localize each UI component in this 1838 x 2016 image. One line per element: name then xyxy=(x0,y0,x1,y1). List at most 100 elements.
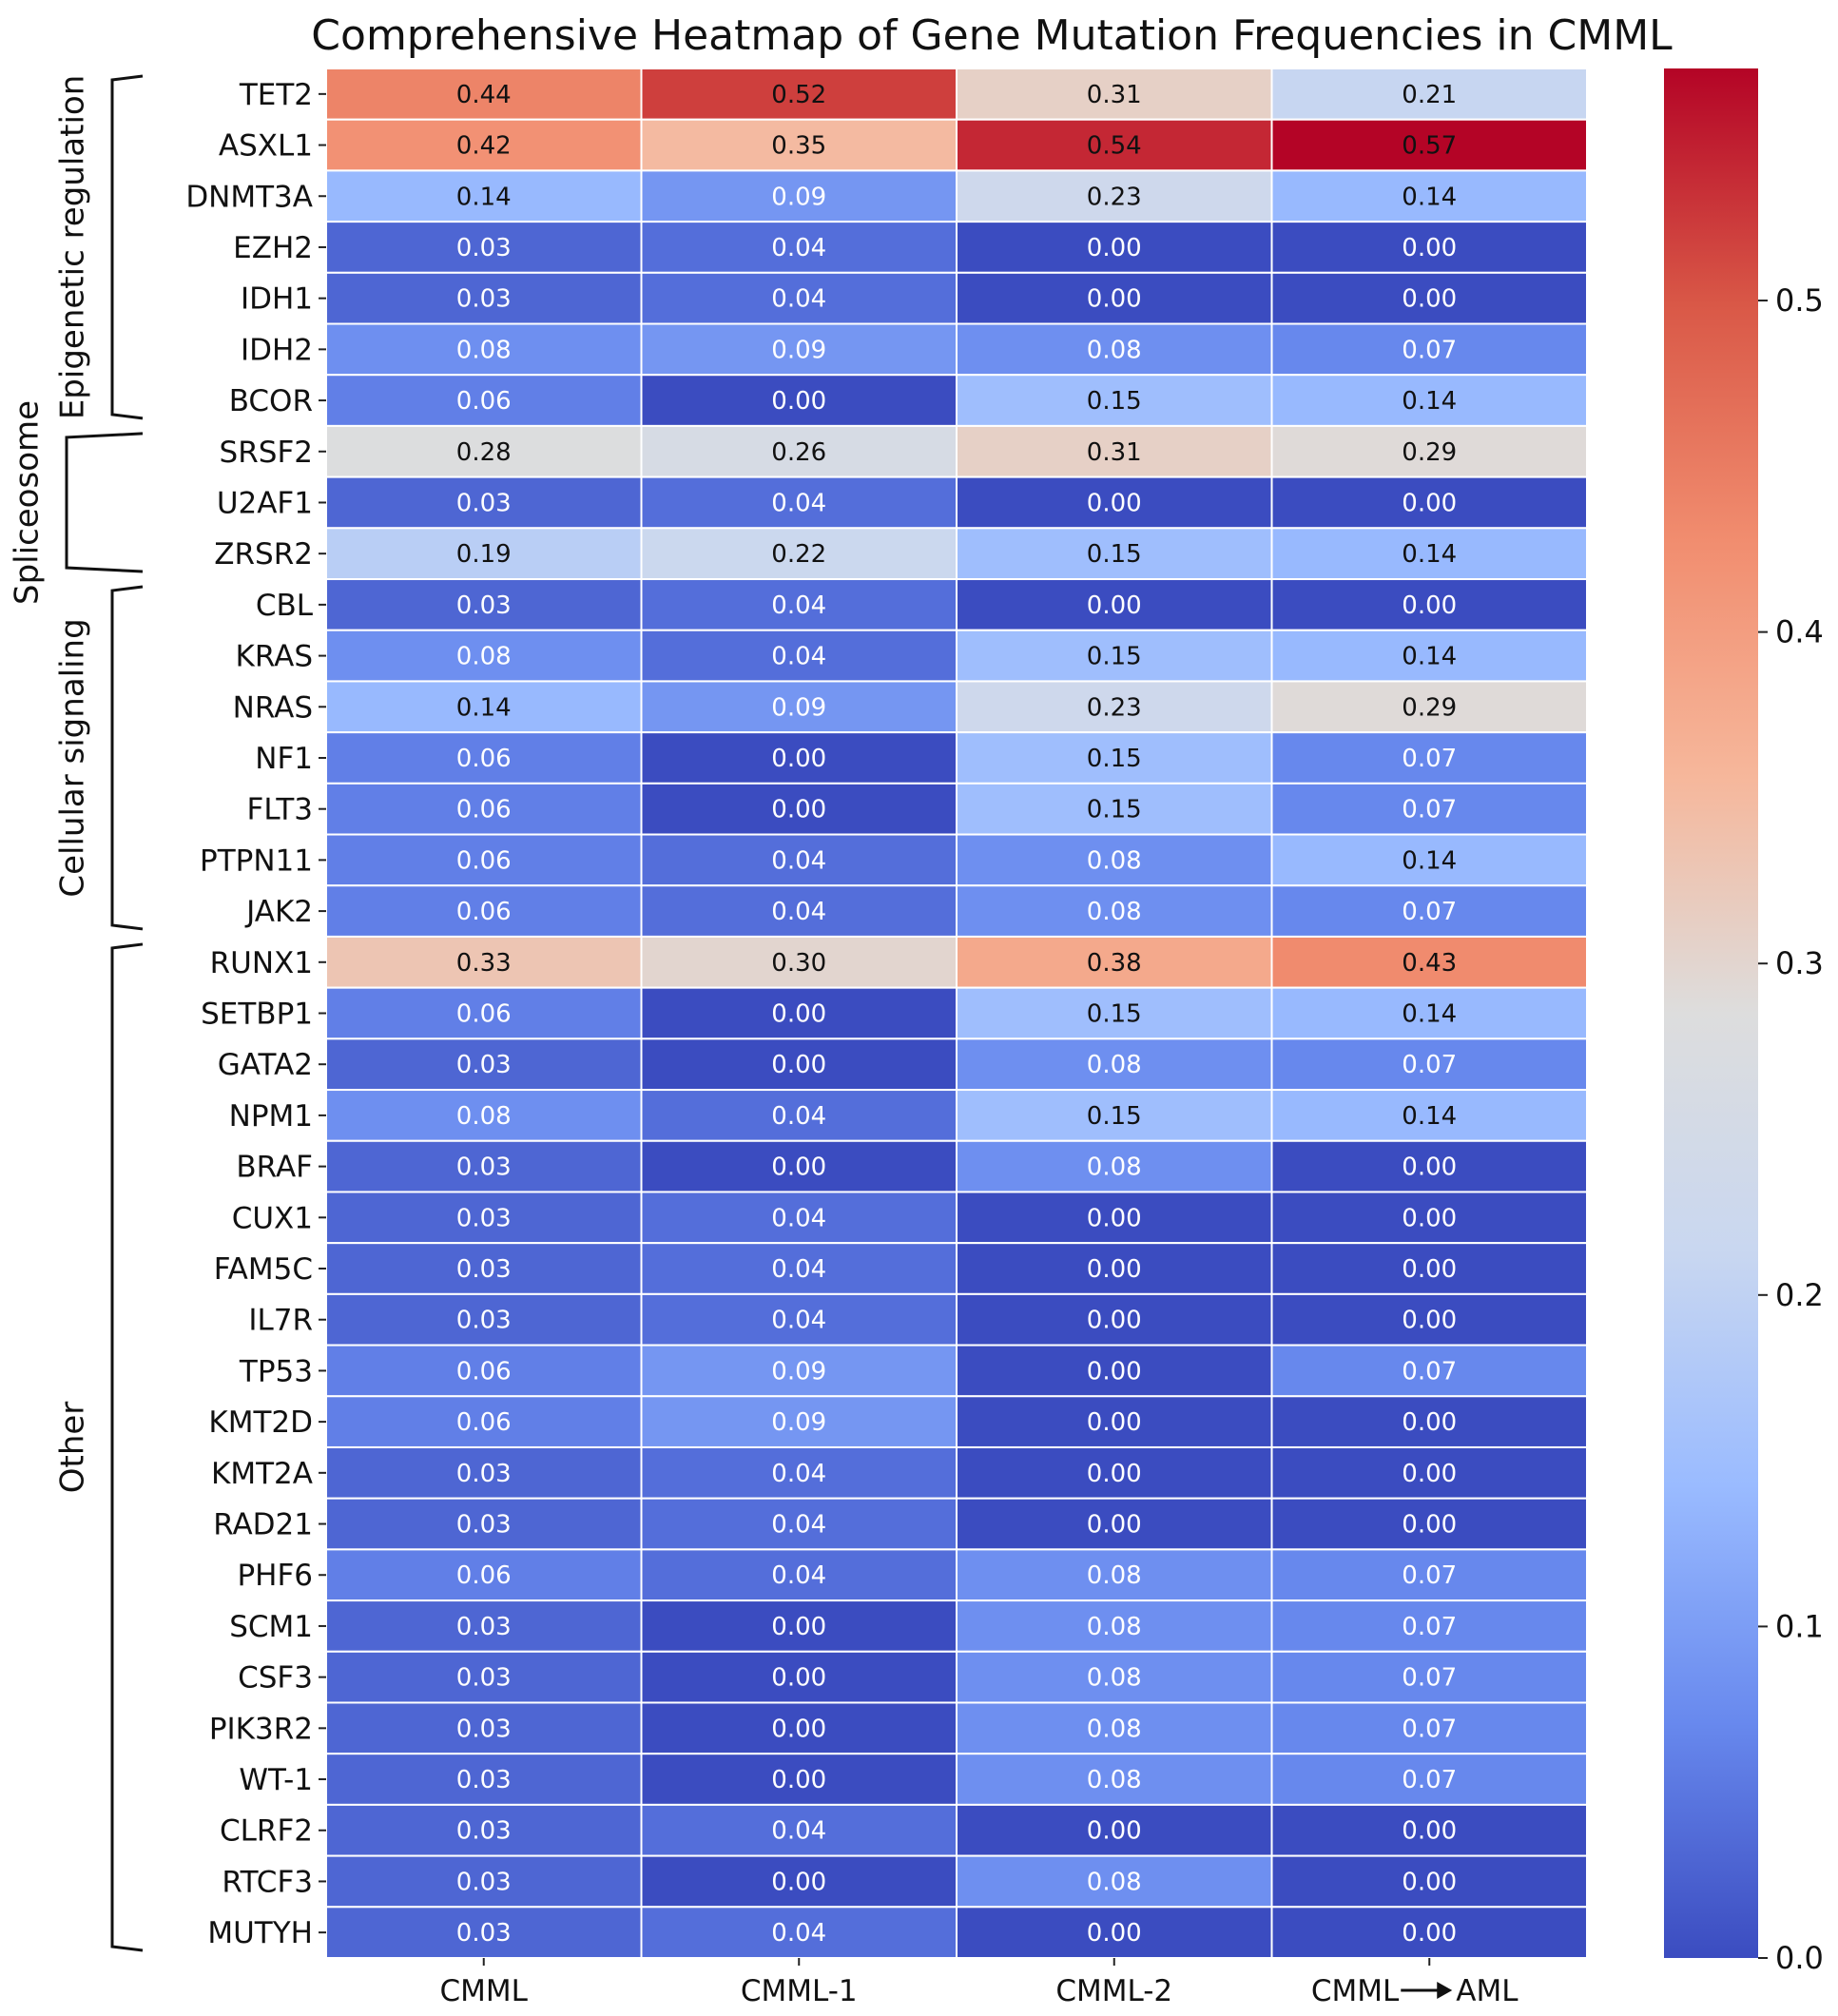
heatmap-cell xyxy=(1270,527,1588,581)
row-label: KMT2A xyxy=(211,1457,313,1491)
heatmap-cell xyxy=(640,578,958,631)
heatmap-cell xyxy=(956,1701,1273,1755)
cell-value-label: 0.00 xyxy=(771,1000,826,1029)
cell-value-label: 0.04 xyxy=(771,591,826,620)
row-label: ZRSR2 xyxy=(214,537,313,572)
heatmap-cell xyxy=(325,1395,643,1448)
colorbar-tick-label: 0.3 xyxy=(1775,945,1824,981)
cell-value-label: 0.03 xyxy=(456,1919,512,1948)
cell-value-label: 0.00 xyxy=(771,1868,826,1896)
column-labels: CMML CMML-1 CMML-2 CMML AML xyxy=(440,1958,1519,2008)
heatmap-cell xyxy=(956,1242,1273,1295)
cell-value-label: 0.06 xyxy=(456,1561,512,1590)
cell-value-label: 0.08 xyxy=(1087,1051,1142,1079)
heatmap-cell xyxy=(640,629,958,683)
heatmap-cell xyxy=(956,374,1273,427)
cell-value-label: 0.07 xyxy=(1402,1664,1457,1693)
heatmap-cell xyxy=(640,1854,958,1909)
heatmap-cell xyxy=(956,1139,1273,1193)
heatmap-cell xyxy=(325,833,643,887)
cell-value-label: 0.15 xyxy=(1087,540,1142,569)
heatmap-cell xyxy=(1270,1344,1588,1398)
cell-value-label: 0.31 xyxy=(1087,438,1142,467)
heatmap-cell xyxy=(640,221,958,274)
heatmap-cell xyxy=(640,1753,958,1806)
heatmap-cell xyxy=(956,782,1273,836)
heatmap-cell xyxy=(956,1854,1273,1909)
cell-value-label: 0.06 xyxy=(456,846,512,875)
group-bracket xyxy=(110,74,144,420)
cell-value-label: 0.15 xyxy=(1087,1000,1142,1029)
heatmap-cell xyxy=(1270,1037,1588,1092)
cell-value-label: 0.08 xyxy=(1087,1715,1142,1743)
cell-value-label: 0.00 xyxy=(771,1153,826,1182)
cell-value-label: 0.15 xyxy=(1087,387,1142,416)
row-label: KRAS xyxy=(236,640,314,674)
cell-value-label: 0.00 xyxy=(771,796,826,824)
row-label: CLRF2 xyxy=(220,1814,313,1849)
colorbar-tick-label: 0.4 xyxy=(1775,614,1824,650)
cell-value-label: 0.00 xyxy=(1402,1408,1457,1437)
cell-value-label: 0.07 xyxy=(1402,336,1457,364)
cell-value-label: 0.03 xyxy=(456,1817,512,1846)
cell-value-label: 0.14 xyxy=(456,183,512,211)
row-label: PTPN11 xyxy=(200,843,313,878)
cell-value-label: 0.00 xyxy=(1402,1204,1457,1232)
cell-value-label: 0.08 xyxy=(456,336,512,364)
cell-value-label: 0.14 xyxy=(1402,1102,1457,1131)
row-label: EZH2 xyxy=(233,231,313,265)
cell-value-label: 0.26 xyxy=(771,438,826,467)
heatmap-cell xyxy=(640,884,958,938)
cell-value-label: 0.29 xyxy=(1402,438,1457,467)
heatmap-cell xyxy=(640,1906,958,1959)
heatmap-cell xyxy=(956,986,1273,1040)
cell-value-label: 0.00 xyxy=(1087,285,1142,314)
group-bracket xyxy=(110,942,144,1952)
row-label: IDH1 xyxy=(241,282,313,317)
heatmap-cell xyxy=(325,68,643,121)
cell-value-label: 0.08 xyxy=(1087,846,1142,875)
cell-value-label: 0.07 xyxy=(1402,796,1457,824)
cell-value-label: 0.31 xyxy=(1087,81,1142,109)
cell-value-label: 0.07 xyxy=(1402,1051,1457,1079)
heatmap-cell xyxy=(640,1803,958,1857)
group-bracket xyxy=(110,585,144,931)
cell-value-label: 0.06 xyxy=(456,1357,512,1386)
cell-value-label: 0.00 xyxy=(1402,1919,1457,1948)
column-label-source: CMML xyxy=(1311,1974,1400,2008)
cell-value-label: 0.54 xyxy=(1087,132,1142,161)
heatmap-cell xyxy=(1270,475,1588,530)
row-label: SETBP1 xyxy=(201,998,313,1032)
heatmap-cell xyxy=(1270,884,1588,938)
heatmap-cell xyxy=(325,1139,643,1193)
heatmap-cell xyxy=(640,68,958,121)
row-label: JAK2 xyxy=(244,895,313,929)
cell-value-label: 0.03 xyxy=(456,1153,512,1182)
heatmap-cell xyxy=(956,1906,1273,1959)
row-label: WT-1 xyxy=(239,1763,313,1797)
cell-value-label: 0.14 xyxy=(1402,387,1457,416)
row-label: GATA2 xyxy=(218,1048,313,1082)
heatmap-cell xyxy=(1270,118,1588,172)
heatmap-cell xyxy=(1270,1395,1588,1448)
cell-value-label: 0.00 xyxy=(1402,489,1457,517)
cell-value-label: 0.14 xyxy=(1402,540,1457,569)
heatmap-cell xyxy=(956,1599,1273,1653)
heatmap-cell xyxy=(1270,322,1588,377)
row-label: FLT3 xyxy=(247,793,314,827)
heatmap-cell xyxy=(325,629,643,683)
cell-value-label: 0.00 xyxy=(1087,1511,1142,1540)
cell-value-label: 0.00 xyxy=(771,1715,826,1743)
heatmap-cell xyxy=(1270,1139,1588,1193)
heatmap-cell xyxy=(1270,578,1588,631)
cell-value-label: 0.09 xyxy=(771,1408,826,1437)
cell-value-label: 0.08 xyxy=(1087,1664,1142,1693)
heatmap-cell xyxy=(1270,986,1588,1040)
row-label: DNMT3A xyxy=(185,180,313,214)
row-label: IL7R xyxy=(248,1304,313,1338)
cell-value-label: 0.00 xyxy=(1087,1460,1142,1488)
cell-value-label: 0.29 xyxy=(1402,693,1457,722)
cell-value-label: 0.03 xyxy=(456,1715,512,1743)
cell-value-label: 0.15 xyxy=(1087,745,1142,773)
heatmap-cell xyxy=(956,731,1273,785)
